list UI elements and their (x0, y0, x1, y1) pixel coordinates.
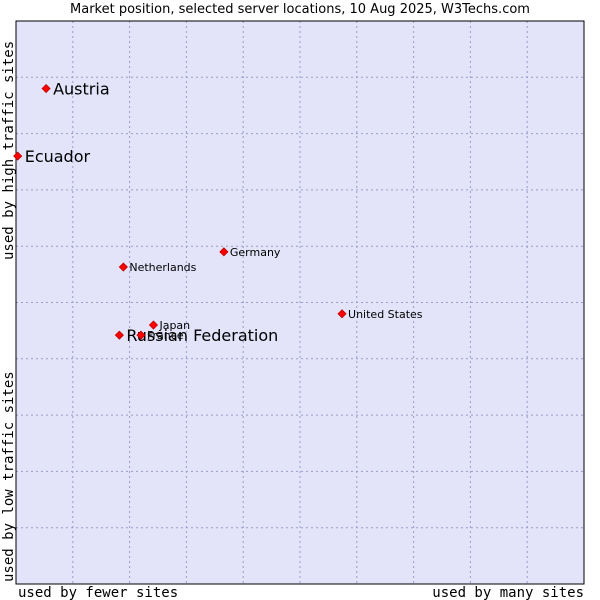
data-points: Austria Ecuador Germany Netherlands United S… (13, 80, 423, 345)
point-germany: Germany (219, 246, 281, 259)
y-axis-label-top: used by high traffic sites (1, 41, 17, 260)
point-marker (148, 320, 159, 330)
point-label: Japan (158, 319, 190, 332)
point-label: Germany (230, 246, 281, 259)
point-label: Netherlands (129, 261, 196, 274)
point-japan: Japan (148, 319, 190, 332)
point-russian-federation: Russian Federation (114, 326, 278, 345)
x-axis-label-left: used by fewer sites (18, 585, 178, 600)
point-united-states: United States (337, 308, 423, 321)
point-label: Russian Federation (126, 326, 278, 345)
point-marker (13, 151, 23, 161)
point-marker (219, 247, 229, 257)
point-label: United States (348, 308, 423, 321)
grid (16, 21, 584, 584)
x-axis-label-right: used by many sites (432, 585, 584, 600)
point-marker (337, 309, 347, 319)
point-austria: Austria (41, 80, 110, 99)
point-marker (136, 330, 146, 340)
plot-border (15, 20, 585, 585)
point-netherlands: Netherlands (118, 261, 197, 274)
point-marker (118, 262, 128, 272)
point-label: France (147, 329, 184, 342)
point-ecuador: Ecuador (13, 147, 91, 166)
chart-title: Market position, selected server locatio… (70, 2, 530, 17)
y-axis-label-bottom: used by low traffic sites (1, 371, 17, 582)
point-france: France (136, 329, 184, 342)
point-marker (41, 83, 51, 94)
point-label: Austria (53, 80, 110, 99)
point-label: Ecuador (25, 147, 91, 166)
point-marker (114, 330, 124, 340)
